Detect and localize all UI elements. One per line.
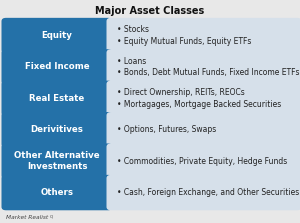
FancyBboxPatch shape [2, 143, 112, 179]
FancyBboxPatch shape [2, 81, 112, 116]
FancyBboxPatch shape [106, 112, 300, 147]
Text: • Direct Ownership, REITs, REOCs
• Mortagages, Mortgage Backed Securities: • Direct Ownership, REITs, REOCs • Morta… [117, 88, 281, 109]
Text: Equity: Equity [42, 31, 72, 40]
Text: Market Realist: Market Realist [6, 215, 48, 220]
FancyBboxPatch shape [106, 81, 300, 116]
Text: • Options, Futures, Swaps: • Options, Futures, Swaps [117, 125, 216, 134]
Text: Q: Q [50, 214, 53, 218]
Text: Fixed Income: Fixed Income [25, 62, 89, 71]
FancyBboxPatch shape [2, 18, 112, 53]
Text: Real Estate: Real Estate [29, 94, 85, 103]
FancyBboxPatch shape [2, 112, 112, 147]
FancyBboxPatch shape [106, 49, 300, 85]
Text: • Cash, Foreign Exchange, and Other Securities: • Cash, Foreign Exchange, and Other Secu… [117, 188, 299, 197]
Text: Others: Others [40, 188, 74, 197]
Text: • Loans
• Bonds, Debt Mutual Funds, Fixed Income ETFs: • Loans • Bonds, Debt Mutual Funds, Fixe… [117, 57, 299, 77]
FancyBboxPatch shape [2, 175, 112, 210]
FancyBboxPatch shape [2, 49, 112, 85]
FancyBboxPatch shape [106, 175, 300, 210]
FancyBboxPatch shape [106, 143, 300, 179]
Text: Other Alternative
Investments: Other Alternative Investments [14, 151, 100, 171]
Text: Derivitives: Derivitives [31, 125, 83, 134]
Text: Major Asset Classes: Major Asset Classes [95, 6, 205, 16]
Text: • Stocks
• Equity Mutual Funds, Equity ETFs: • Stocks • Equity Mutual Funds, Equity E… [117, 25, 251, 46]
FancyBboxPatch shape [106, 18, 300, 53]
Text: • Commodities, Private Equity, Hedge Funds: • Commodities, Private Equity, Hedge Fun… [117, 157, 287, 166]
